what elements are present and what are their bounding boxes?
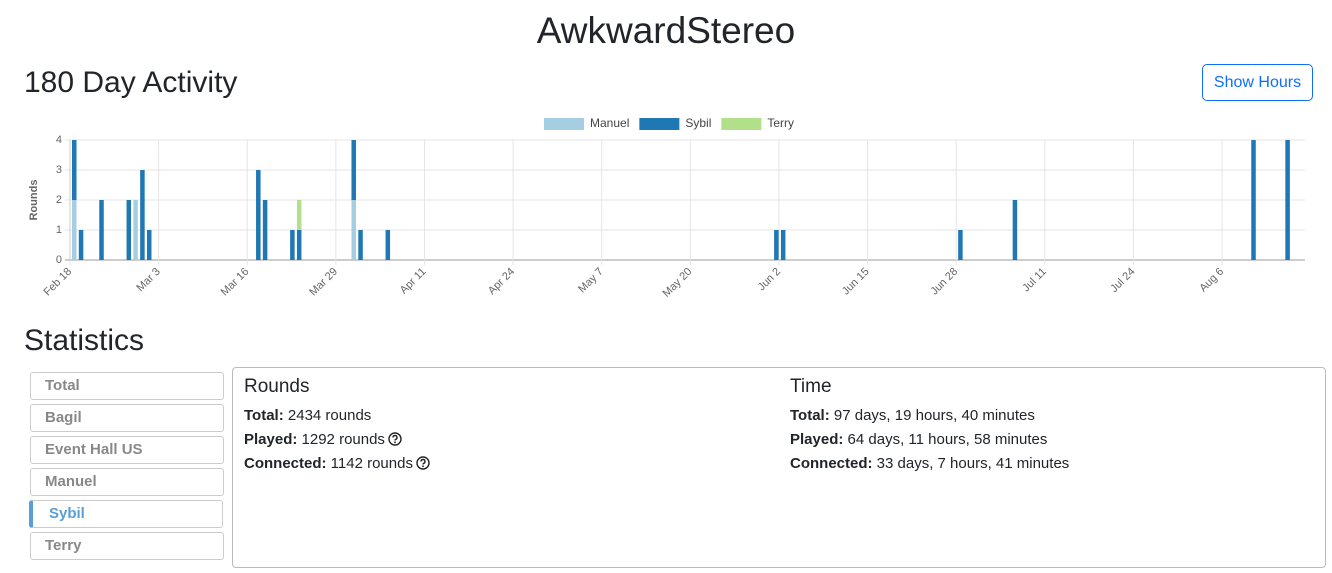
bar-segment [262, 200, 268, 260]
x-tick-label: Mar 29 [307, 266, 340, 299]
bar-segment [1012, 200, 1018, 260]
legend-label: Terry [767, 116, 794, 130]
bar-segment [958, 230, 963, 260]
time-column: Time Total: 97 days, 19 hours, 40 minute… [790, 376, 1069, 479]
bar-segment [780, 230, 786, 260]
x-tick-label: Mar 16 [219, 266, 252, 299]
column-title: Time [790, 376, 832, 397]
stat-value: 1142 rounds [330, 455, 413, 472]
page-title: AwkwardStereo [536, 10, 796, 51]
server-tab[interactable]: Manuel [30, 468, 224, 496]
bar-segment [1285, 140, 1290, 260]
x-tick-label: Apr 24 [486, 266, 517, 297]
stat-row: Played: 64 days, 11 hours, 58 minutes [790, 431, 1069, 455]
stat-row: Played: 1292 rounds [244, 431, 430, 455]
x-tick-label: Jul 24 [1108, 266, 1137, 295]
x-tick-label: Jun 28 [928, 266, 960, 298]
help-icon[interactable] [388, 432, 402, 446]
activity-chart: 0 1 2 3 4 Feb 18 Mar 3 Mar 16 Mar 29 Apr 11 Apr 24… [28, 116, 1305, 300]
stat-value: 97 days, 19 hours, 40 minutes [833, 407, 1035, 424]
bar-segment [296, 200, 302, 230]
legend-swatch [544, 118, 584, 130]
y-tick-label: 2 [56, 194, 62, 206]
bar-segment [78, 230, 84, 260]
x-tick-label: Apr 11 [398, 266, 429, 297]
bar-segment [72, 200, 77, 260]
x-tick-label: May 20 [660, 266, 694, 300]
stat-label: Played: [244, 431, 298, 448]
server-tab[interactable]: Bagil [30, 404, 224, 432]
section-title: Statistics [24, 324, 145, 357]
stat-label: Total: [244, 407, 284, 424]
y-axis-label: Rounds [28, 180, 40, 221]
y-tick-label: 3 [56, 164, 62, 176]
y-tick-label: 4 [56, 134, 62, 146]
stat-label: Connected: [790, 455, 873, 472]
x-tick-label: Jun 2 [756, 266, 784, 294]
stat-value: 1292 rounds [301, 431, 385, 448]
help-icon[interactable] [416, 456, 430, 470]
stats-panel: Rounds Total: 2434 rounds Played: 1292 r… [232, 367, 1326, 568]
server-tab[interactable]: Total [30, 372, 224, 400]
stat-label: Played: [790, 431, 844, 448]
bar-segment [290, 230, 295, 260]
bar-segment [140, 170, 145, 260]
x-tick-label: Jul 11 [1020, 266, 1049, 295]
legend-swatch [721, 118, 762, 130]
legend-label: Manuel [590, 116, 629, 130]
column-title: Rounds [244, 376, 310, 397]
bar-segment [296, 230, 302, 260]
bar-segment [385, 230, 391, 260]
y-tick-label: 0 [56, 254, 62, 266]
stat-row: Connected: 1142 rounds [244, 455, 430, 479]
bar-segment [774, 230, 779, 260]
bar-segment [126, 200, 132, 260]
show-hours-button[interactable]: Show Hours [1202, 64, 1313, 101]
bar-segment [256, 170, 261, 260]
x-tick-label: Mar 3 [134, 266, 162, 294]
stat-value: 33 days, 7 hours, 41 minutes [876, 455, 1070, 472]
bar-segment [351, 140, 356, 200]
stat-row: Total: 2434 rounds [244, 407, 430, 431]
bar-segment [146, 230, 152, 260]
bar-segment [358, 230, 363, 260]
y-tick-label: 1 [56, 224, 62, 236]
stat-value: 64 days, 11 hours, 58 minutes [847, 431, 1048, 448]
bar-segment [351, 200, 356, 260]
legend-swatch [639, 118, 680, 130]
bar-segment [1251, 140, 1256, 260]
server-tab[interactable]: Terry [30, 532, 224, 560]
legend-label: Sybil [685, 116, 711, 130]
x-tick-label: Feb 18 [41, 266, 74, 299]
rounds-column: Rounds Total: 2434 rounds Played: 1292 r… [244, 376, 430, 479]
x-tick-label: Aug 6 [1197, 266, 1226, 295]
x-tick-label: Jun 15 [840, 266, 872, 298]
bar-segment [133, 200, 138, 260]
stat-row: Total: 97 days, 19 hours, 40 minutes [790, 407, 1069, 431]
stat-row: Connected: 33 days, 7 hours, 41 minutes [790, 455, 1069, 479]
stat-label: Total: [790, 407, 830, 424]
server-tab[interactable]: Sybil [29, 500, 223, 528]
x-tick-label: May 7 [576, 266, 606, 296]
bar-segment [99, 200, 104, 260]
section-title: 180 Day Activity [24, 66, 238, 99]
stat-label: Connected: [244, 455, 327, 472]
server-tab[interactable]: Event Hall US [30, 436, 224, 464]
bar-segment [72, 140, 77, 200]
stat-value: 2434 rounds [287, 407, 372, 424]
